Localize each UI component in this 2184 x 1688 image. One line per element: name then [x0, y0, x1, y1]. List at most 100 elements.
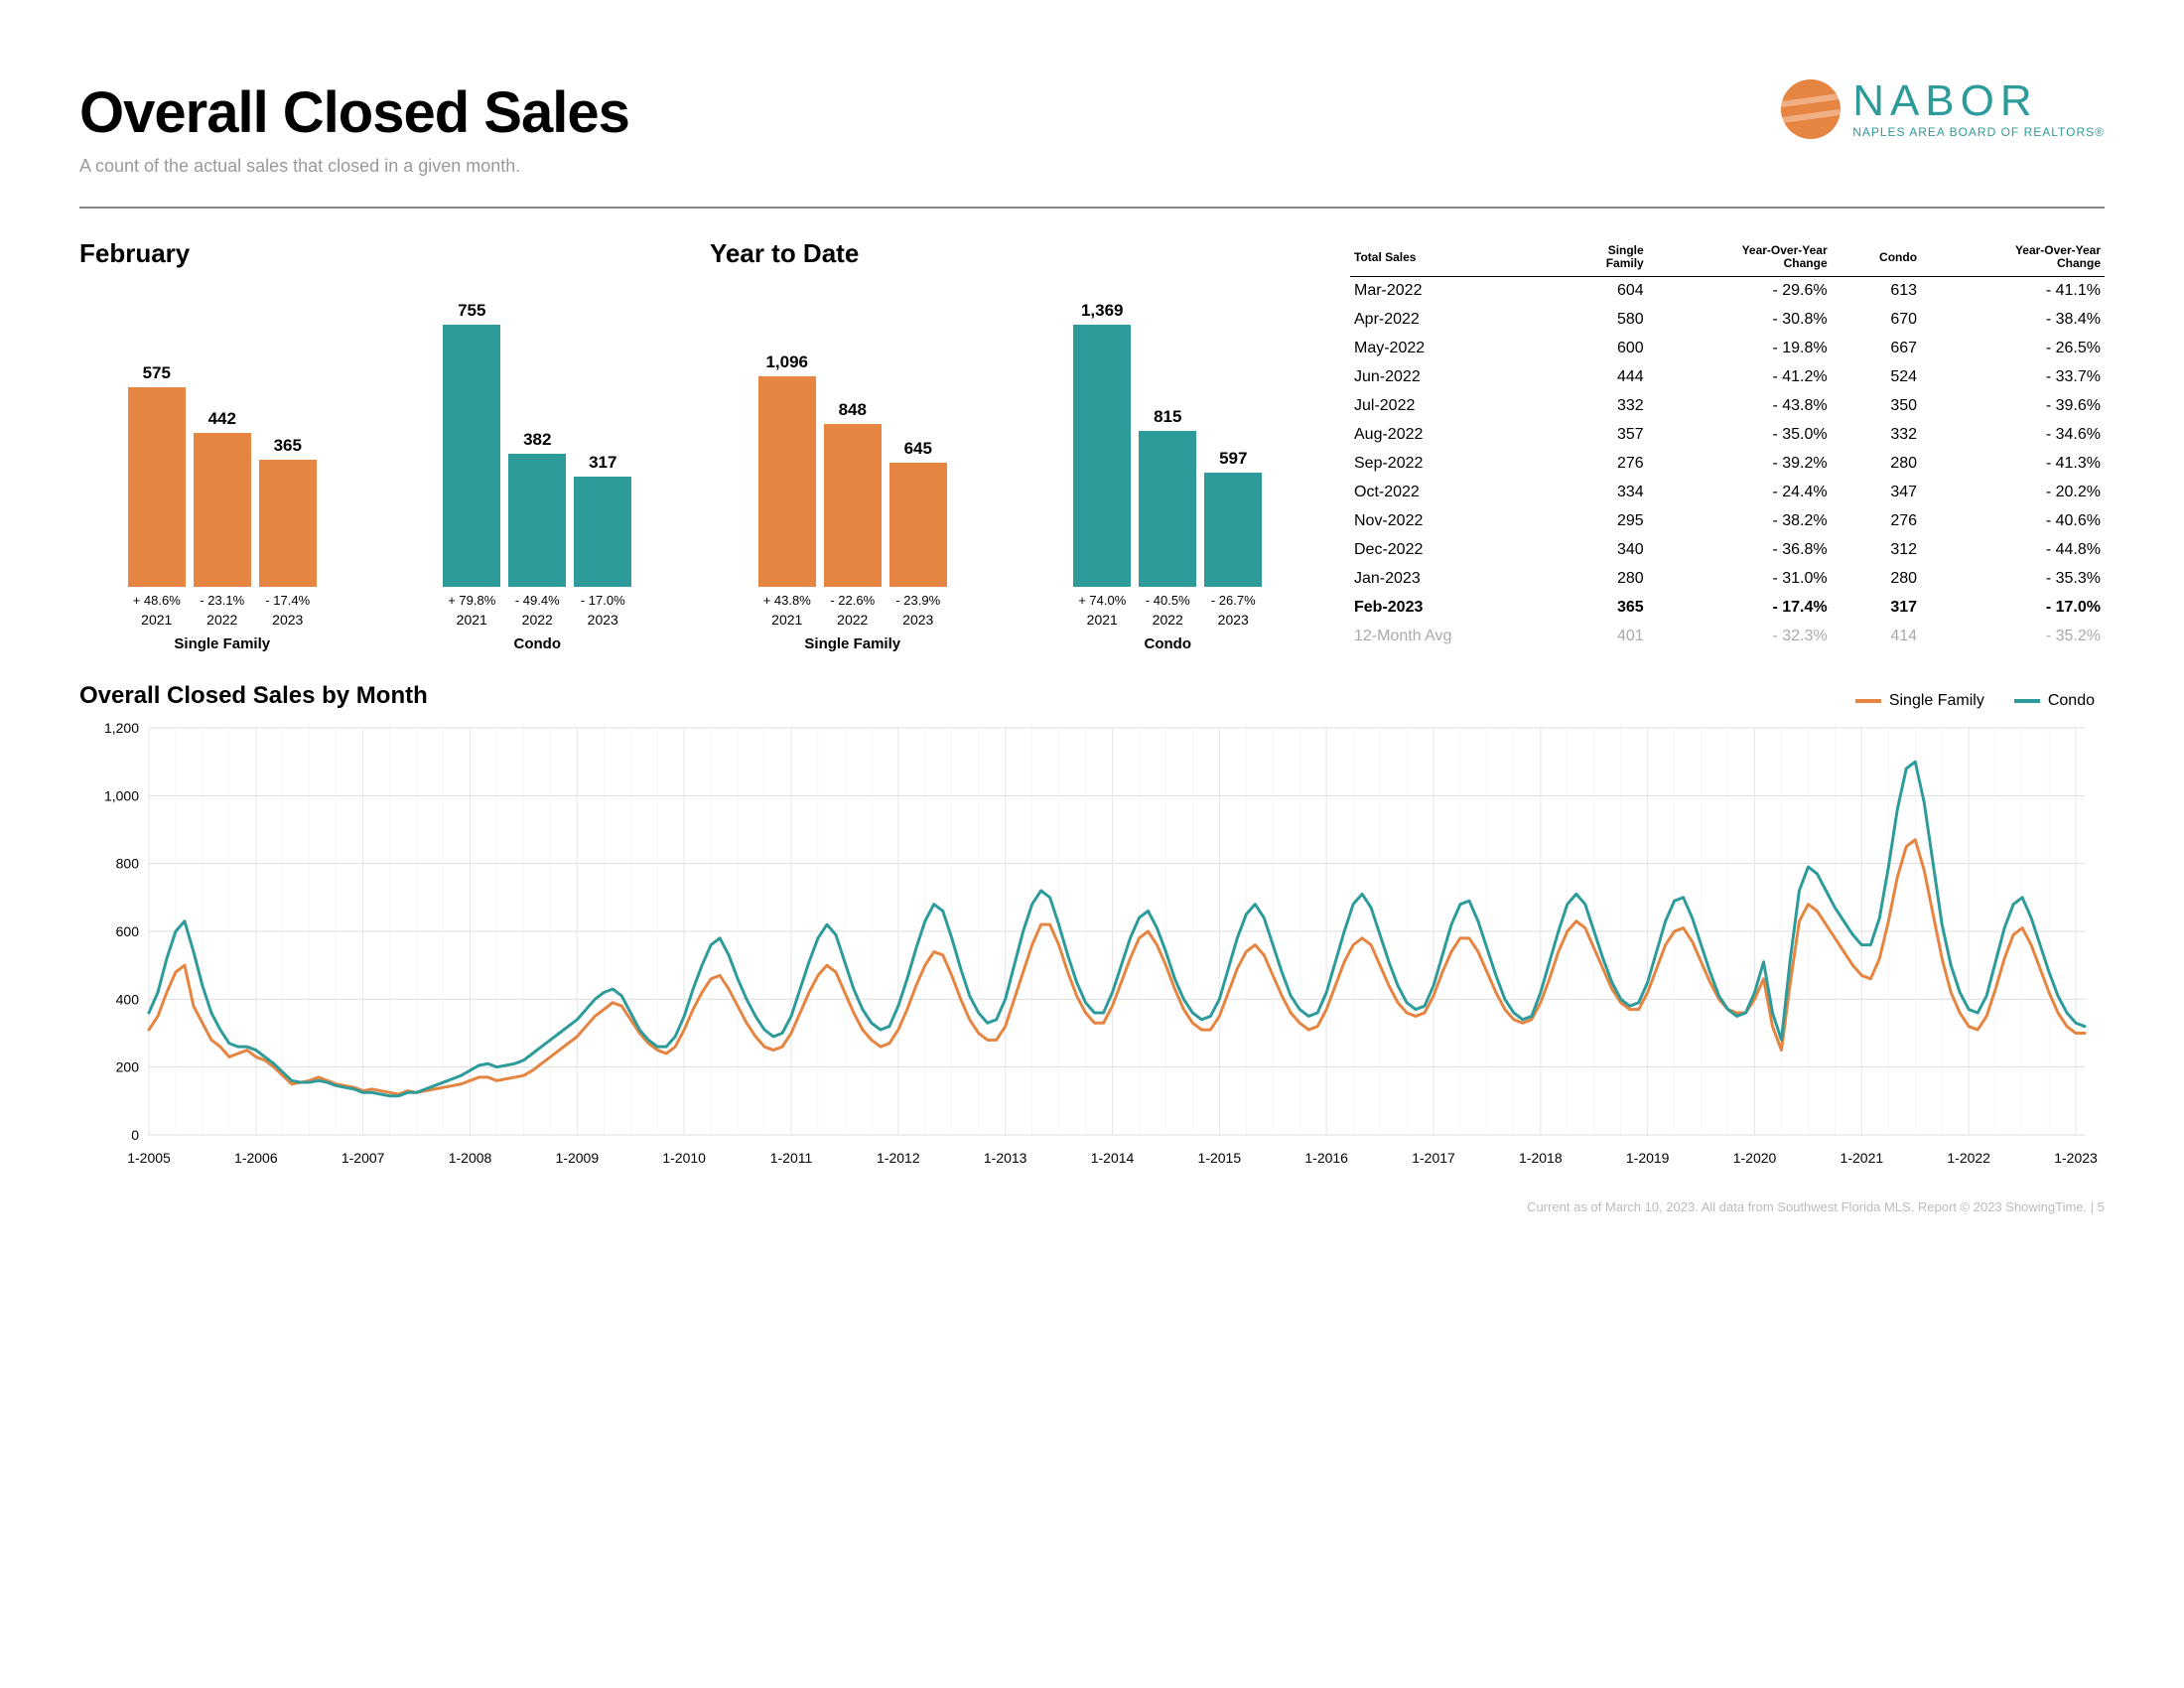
table-cell: Oct-2022 — [1350, 479, 1558, 507]
table-cell: - 38.2% — [1648, 507, 1832, 536]
bar-value: 1,096 — [765, 352, 808, 372]
table-row: Feb-2023365- 17.4%317- 17.0% — [1350, 594, 2105, 623]
table-cell: Feb-2023 — [1350, 594, 1558, 623]
svg-text:1-2005: 1-2005 — [127, 1150, 171, 1166]
bar-value: 382 — [523, 430, 551, 450]
table-cell: 357 — [1558, 421, 1647, 450]
line-chart-title: Overall Closed Sales by Month — [79, 682, 2105, 710]
svg-text:1-2007: 1-2007 — [341, 1150, 385, 1166]
bar-pct: + 74.0% — [1072, 593, 1132, 608]
table-cell: 613 — [1832, 277, 1921, 306]
table-cell: - 41.2% — [1648, 363, 1832, 392]
bar-year: 2021 — [127, 612, 187, 628]
table-cell: - 29.6% — [1648, 277, 1832, 306]
page-title: Overall Closed Sales — [79, 79, 629, 146]
svg-text:1-2014: 1-2014 — [1091, 1150, 1135, 1166]
table-cell: 312 — [1832, 536, 1921, 565]
bar-group-label: Condo — [1145, 635, 1191, 652]
table-cell: 414 — [1832, 623, 1921, 651]
svg-text:1-2020: 1-2020 — [1733, 1150, 1777, 1166]
table-cell: - 17.4% — [1648, 594, 1832, 623]
table-cell: 347 — [1832, 479, 1921, 507]
bar-group: 575442365+ 48.6%- 23.1%- 17.4%2021202220… — [79, 289, 365, 652]
table-cell: - 41.1% — [1921, 277, 2105, 306]
svg-text:1-2019: 1-2019 — [1626, 1150, 1670, 1166]
svg-text:0: 0 — [131, 1127, 139, 1143]
bar — [574, 477, 631, 587]
table-cell: 295 — [1558, 507, 1647, 536]
table-cell: Jan-2023 — [1350, 565, 1558, 594]
bar — [443, 325, 500, 587]
bar-group-label: Condo — [514, 635, 561, 652]
bar-pct: - 17.0% — [573, 593, 632, 608]
svg-text:1-2021: 1-2021 — [1841, 1150, 1884, 1166]
bar-group: 1,369815597+ 74.0%- 40.5%- 26.7%20212022… — [1025, 289, 1311, 652]
table-cell: 334 — [1558, 479, 1647, 507]
table-cell: 600 — [1558, 335, 1647, 363]
table-row: Oct-2022334- 24.4%347- 20.2% — [1350, 479, 2105, 507]
bar-pct: - 49.4% — [507, 593, 567, 608]
table-row: Jul-2022332- 43.8%350- 39.6% — [1350, 392, 2105, 421]
table-cell: - 19.8% — [1648, 335, 1832, 363]
bar-value: 755 — [458, 301, 485, 321]
bar-value: 442 — [208, 409, 236, 429]
table-cell: - 17.0% — [1921, 594, 2105, 623]
table-cell: - 31.0% — [1648, 565, 1832, 594]
svg-text:1-2022: 1-2022 — [1947, 1150, 1990, 1166]
bar-pct: - 22.6% — [823, 593, 883, 608]
svg-text:800: 800 — [116, 856, 140, 872]
bar-year: 2023 — [258, 612, 318, 628]
table-cell: 604 — [1558, 277, 1647, 306]
bar-pct: - 23.9% — [888, 593, 948, 608]
legend-label: Condo — [2048, 692, 2095, 710]
bar — [128, 387, 186, 587]
legend-item: Single Family — [1855, 692, 1984, 710]
svg-text:1-2006: 1-2006 — [234, 1150, 278, 1166]
table-cell: 12-Month Avg — [1350, 623, 1558, 651]
bar — [259, 460, 317, 587]
table-cell: - 30.8% — [1648, 306, 1832, 335]
table-cell: 280 — [1832, 450, 1921, 479]
bar-pct: + 48.6% — [127, 593, 187, 608]
table-cell: - 35.3% — [1921, 565, 2105, 594]
bar-value: 317 — [589, 453, 616, 473]
table-cell: - 40.6% — [1921, 507, 2105, 536]
table-cell: 401 — [1558, 623, 1647, 651]
table-header: Year-Over-YearChange — [1921, 238, 2105, 277]
table-cell: 280 — [1558, 565, 1647, 594]
table-cell: - 36.8% — [1648, 536, 1832, 565]
table-cell: Jun-2022 — [1350, 363, 1558, 392]
bar-pct: + 43.8% — [757, 593, 817, 608]
bar-year: 2022 — [1138, 612, 1197, 628]
table-header: Total Sales — [1350, 238, 1558, 277]
table-row: 12-Month Avg401- 32.3%414- 35.2% — [1350, 623, 2105, 651]
table-cell: Dec-2022 — [1350, 536, 1558, 565]
bar-year: 2023 — [888, 612, 948, 628]
svg-text:1,200: 1,200 — [104, 720, 139, 736]
table-cell: May-2022 — [1350, 335, 1558, 363]
brand-name: NABOR — [1852, 79, 2105, 123]
table-cell: Mar-2022 — [1350, 277, 1558, 306]
bar-value: 815 — [1154, 407, 1181, 427]
bar-panel: Year to Date1,096848645+ 43.8%- 22.6%- 2… — [710, 238, 1310, 652]
table-cell: - 39.2% — [1648, 450, 1832, 479]
svg-text:1-2023: 1-2023 — [2054, 1150, 2098, 1166]
table-cell: 444 — [1558, 363, 1647, 392]
legend: Single Family Condo — [1855, 692, 2095, 710]
table-row: Aug-2022357- 35.0%332- 34.6% — [1350, 421, 2105, 450]
table-row: Mar-2022604- 29.6%613- 41.1% — [1350, 277, 2105, 306]
bar-year: 2021 — [442, 612, 501, 628]
table-header: Condo — [1832, 238, 1921, 277]
table-cell: Apr-2022 — [1350, 306, 1558, 335]
svg-text:1-2013: 1-2013 — [984, 1150, 1027, 1166]
header: Overall Closed Sales A count of the actu… — [79, 79, 2105, 177]
bar — [889, 463, 947, 587]
bar — [824, 424, 882, 587]
bar-year: 2022 — [193, 612, 252, 628]
table-cell: - 35.2% — [1921, 623, 2105, 651]
bar-year: 2023 — [573, 612, 632, 628]
table-row: Apr-2022580- 30.8%670- 38.4% — [1350, 306, 2105, 335]
legend-item: Condo — [2014, 692, 2095, 710]
svg-text:1,000: 1,000 — [104, 787, 139, 803]
table-cell: - 33.7% — [1921, 363, 2105, 392]
